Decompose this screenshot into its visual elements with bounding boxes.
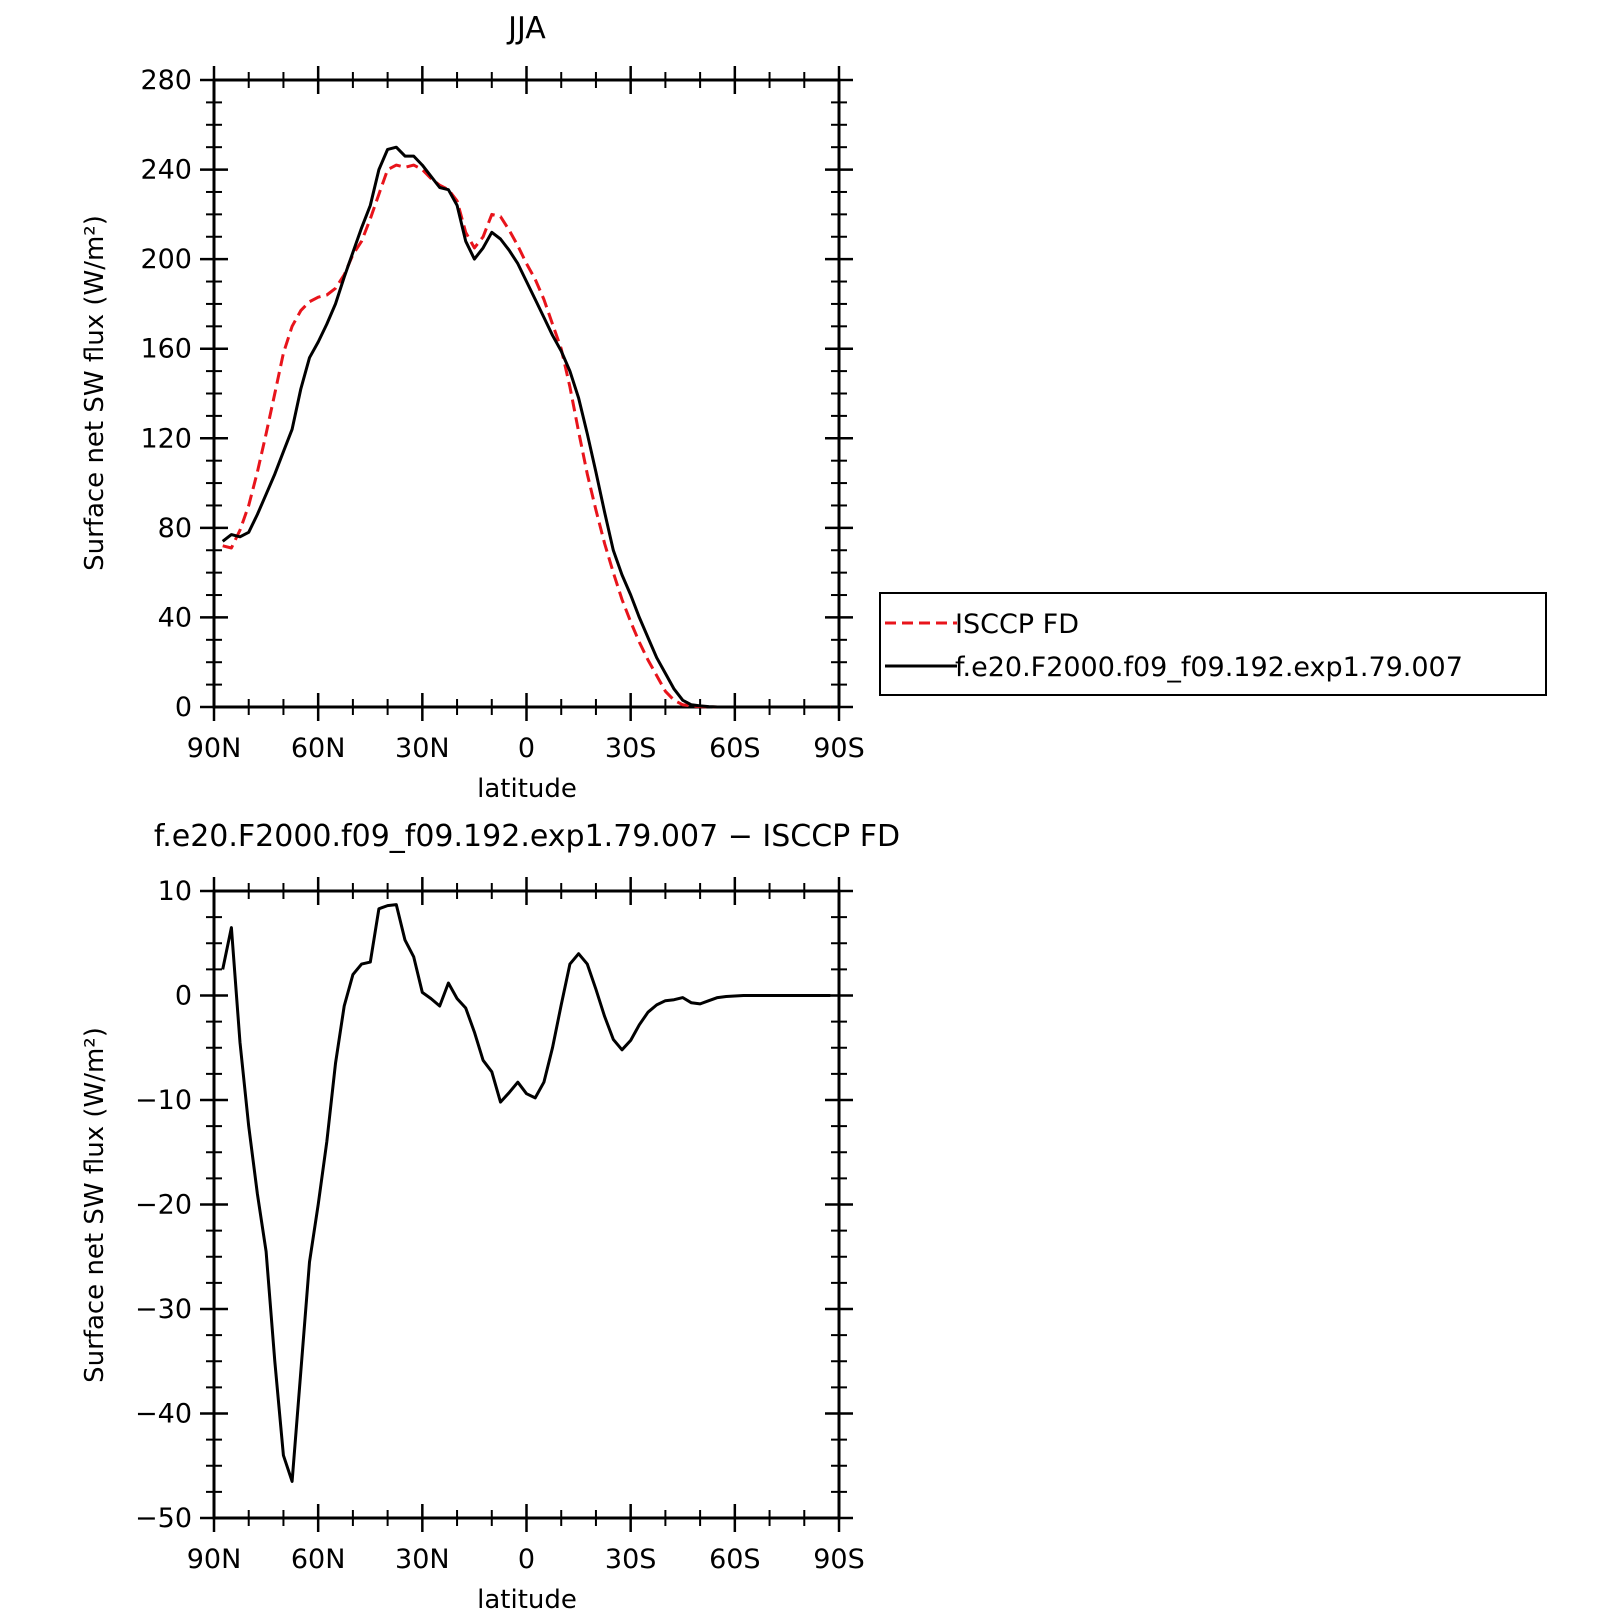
x-tick-label: 90S [813,733,865,764]
y-tick-label: −40 [135,1399,192,1430]
x-tick-label: 90N [187,733,242,764]
bottom-y-axis-label: Surface net SW flux (W/m²) [80,1027,110,1383]
bottom-ticks [200,877,853,1532]
x-tick-label: 30N [395,733,450,764]
top-panel-title: JJA [506,11,546,46]
legend-label-model: f.e20.F2000.f09_f09.192.exp1.79.007 [955,652,1463,683]
y-tick-label: 40 [158,602,192,633]
legend: ISCCP FD f.e20.F2000.f09_f09.192.exp1.79… [879,592,1547,696]
x-tick-label: 0 [518,1544,535,1575]
bottom-x-tick-labels: 90N 60N 30N 0 30S 60S 90S [187,1544,865,1575]
x-tick-label: 0 [518,733,535,764]
x-tick-label: 30S [605,1544,657,1575]
x-tick-label: 90N [187,1544,242,1575]
bottom-y-tick-labels: −50 −40 −30 −20 −10 0 10 [135,876,192,1534]
y-tick-label: −20 [135,1190,192,1221]
y-tick-label: −50 [135,1503,192,1534]
legend-box [879,592,1547,696]
legend-label-isccp: ISCCP FD [955,609,1079,640]
y-tick-label: 80 [158,513,192,544]
bottom-plot-frame [212,889,841,1520]
y-tick-label: 160 [140,334,192,365]
x-tick-label: 30S [605,733,657,764]
x-tick-label: 60S [709,1544,761,1575]
x-tick-label: 60S [709,733,761,764]
top-panel: JJA 0 40 80 120 160 200 240 280 90N 60N 30N 0 30S 60… [80,11,865,804]
y-tick-label: −30 [135,1294,192,1325]
top-series-group [221,145,831,709]
bottom-series-group [221,903,831,1483]
x-tick-label: 30N [395,1544,450,1575]
x-tick-label: 90S [813,1544,865,1575]
bottom-panel-title: f.e20.F2000.f09_f09.192.exp1.79.007 − IS… [154,819,900,854]
top-x-axis-label: latitude [477,774,577,804]
x-tick-label: 60N [291,1544,346,1575]
y-tick-label: 240 [140,155,192,186]
series-line-model [221,145,831,709]
y-tick-label: 0 [175,981,192,1012]
y-tick-label: 10 [158,876,192,907]
y-tick-label: 0 [175,692,192,723]
bottom-x-axis-label: latitude [477,1585,577,1613]
y-tick-label: 280 [140,65,192,96]
top-ticks [200,66,853,721]
series-line-isccp-fd [222,163,831,709]
y-tick-label: 120 [140,423,192,454]
y-tick-label: −10 [135,1085,192,1116]
top-y-axis-label: Surface net SW flux (W/m²) [80,215,110,571]
y-tick-label: 200 [140,244,192,275]
bottom-panel: f.e20.F2000.f09_f09.192.exp1.79.007 − IS… [80,819,900,1613]
top-x-tick-labels: 90N 60N 30N 0 30S 60S 90S [187,733,865,764]
x-tick-label: 60N [291,733,346,764]
top-y-tick-labels: 0 40 80 120 160 200 240 280 [140,65,192,723]
series-line-model [221,903,831,1483]
top-plot-frame [212,78,841,709]
